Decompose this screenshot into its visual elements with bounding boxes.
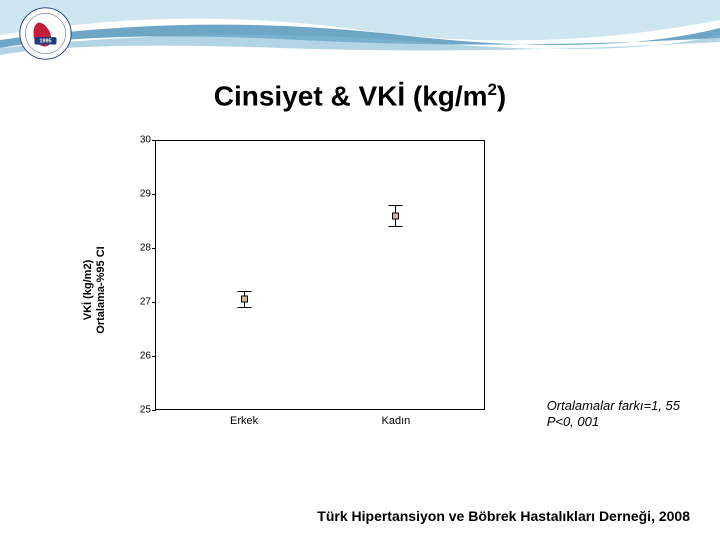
- y-tick-mark: [152, 194, 156, 195]
- stats-line-2: P<0, 001: [547, 414, 680, 430]
- y-tick-mark: [152, 410, 156, 411]
- ci-marker: [395, 130, 396, 410]
- stats-annotation: Ortalamalar farkı=1, 55 P<0, 001: [547, 398, 680, 431]
- y-axis-label-line1: VKİ (kg/m2): [82, 246, 95, 333]
- x-tick-label: Erkek: [230, 415, 258, 427]
- ci-marker: [244, 130, 245, 410]
- y-tick-label: 26: [133, 351, 151, 362]
- org-logo: 1995: [18, 6, 73, 61]
- y-tick-label: 25: [133, 405, 151, 416]
- y-tick-label: 30: [133, 135, 151, 146]
- y-tick-mark: [152, 140, 156, 141]
- header-waves: [0, 0, 720, 70]
- y-axis-label: VKİ (kg/m2) Ortalama-%95 CI: [82, 246, 108, 333]
- slide-title: Cinsiyet & VKİ (kg/m2): [0, 80, 720, 112]
- y-tick-label: 29: [133, 189, 151, 200]
- y-tick-mark: [152, 356, 156, 357]
- y-tick-mark: [152, 248, 156, 249]
- y-tick-label: 28: [133, 243, 151, 254]
- y-axis-label-line2: Ortalama-%95 CI: [95, 246, 108, 333]
- footer-citation: Türk Hipertansiyon ve Böbrek Hastalıklar…: [317, 508, 690, 524]
- y-tick-label: 27: [133, 297, 151, 308]
- stats-line-1: Ortalamalar farkı=1, 55: [547, 398, 680, 414]
- logo-year: 1995: [39, 39, 51, 45]
- y-tick-mark: [152, 302, 156, 303]
- x-tick-label: Kadın: [382, 415, 411, 427]
- ci-chart: VKİ (kg/m2) Ortalama-%95 CI 252627282930…: [105, 130, 505, 450]
- plot-box: [155, 140, 485, 410]
